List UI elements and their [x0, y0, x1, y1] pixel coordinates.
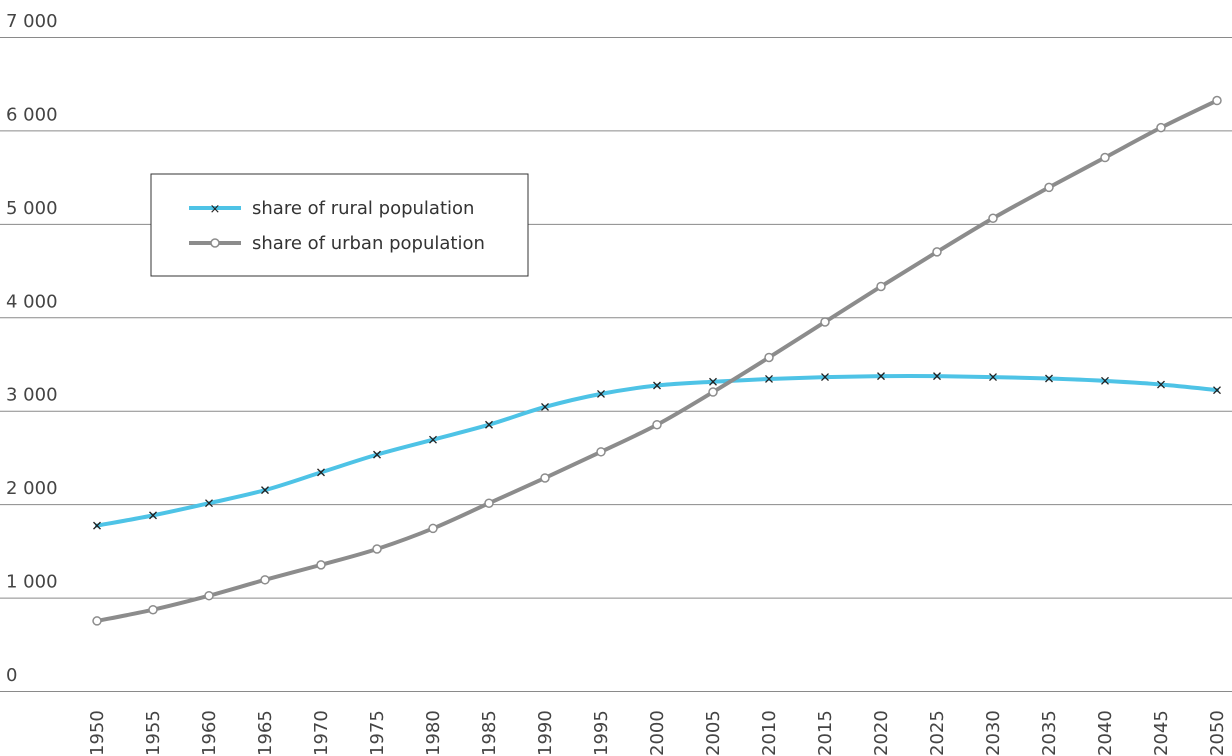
x-tick-label: 2045: [1151, 710, 1172, 756]
data-point-urban-2020: [876, 281, 886, 292]
x-tick-label: 1970: [311, 710, 332, 756]
legend-marker-urban: [210, 238, 220, 248]
data-point-rural-1985: [485, 420, 493, 429]
legend-label-urban: share of urban population: [252, 233, 485, 254]
data-point-rural-1990: [541, 403, 549, 411]
data-point-urban-1970: [316, 560, 326, 570]
series-urban: [92, 95, 1222, 626]
x-tick-label: 2030: [983, 710, 1004, 756]
y-axis-tick-labels: 0 1 000 2 000 3 000 4 000 5 000 6 000 7 000: [6, 11, 58, 686]
data-point-rural-2030: [989, 373, 997, 382]
y-tick-label: 2 000: [6, 478, 58, 499]
x-tick-label: 1995: [591, 710, 612, 756]
x-tick-label: 2035: [1039, 710, 1060, 756]
data-point-urban-1955: [148, 604, 158, 615]
x-tick-label: 2050: [1207, 710, 1228, 756]
x-tick-label: 2020: [871, 710, 892, 756]
x-tick-label: 1965: [255, 710, 276, 756]
data-point-rural-1955: [149, 511, 157, 520]
data-point-urban-2000: [652, 419, 662, 430]
y-tick-label: 3 000: [6, 385, 58, 406]
data-point-urban-1995: [596, 447, 606, 457]
data-point-rural-1965: [261, 486, 269, 495]
data-point-rural-2050: [1213, 386, 1221, 395]
x-tick-label: 1975: [367, 710, 388, 756]
data-point-urban-2045: [1156, 122, 1166, 133]
x-axis-tick-labels: 1950 1955 1960 1965 1970 1975 1980 1985 1990 1995…: [87, 710, 1228, 756]
data-point-urban-1975: [372, 544, 382, 554]
series-lines: [92, 95, 1222, 626]
legend-box: [150, 173, 529, 277]
y-tick-label: 5 000: [6, 198, 58, 219]
data-point-rural-2040: [1101, 376, 1109, 385]
x-tick-label: 2010: [759, 710, 780, 756]
data-point-urban-2025: [932, 247, 942, 257]
data-point-urban-1960: [204, 590, 214, 601]
x-tick-label: 1990: [535, 710, 556, 756]
y-tick-label: 0: [6, 665, 17, 686]
data-point-urban-2010: [764, 352, 774, 363]
data-point-rural-1980: [429, 435, 437, 444]
data-point-urban-1965: [260, 575, 270, 585]
series-rural: [93, 372, 1221, 530]
data-point-urban-1950: [92, 616, 102, 626]
x-tick-label: 1960: [199, 710, 220, 756]
data-point-rural-1995: [597, 389, 605, 398]
x-tick-label: 2040: [1095, 710, 1116, 756]
x-tick-label: 1950: [87, 710, 108, 756]
data-point-rural-2045: [1157, 380, 1165, 389]
x-tick-label: 1980: [423, 710, 444, 756]
data-point-urban-2005: [708, 387, 718, 397]
data-point-urban-2040: [1100, 152, 1110, 163]
data-point-urban-2030: [988, 213, 998, 224]
legend-marker-rural: ×: [210, 202, 221, 217]
data-point-rural-2005: [709, 377, 717, 386]
gridlines: [0, 37, 1232, 692]
legend: × share of rural population share of urb…: [150, 173, 529, 277]
data-point-rural-1960: [205, 499, 213, 508]
y-tick-label: 7 000: [6, 11, 58, 32]
data-point-rural-2035: [1045, 374, 1053, 383]
x-tick-label: 2025: [927, 710, 948, 756]
data-point-rural-2020: [877, 372, 885, 381]
y-tick-label: 4 000: [6, 291, 58, 312]
y-tick-label: 6 000: [6, 104, 58, 125]
data-point-urban-1985: [484, 498, 494, 508]
data-point-rural-2025: [933, 372, 941, 381]
data-point-urban-1990: [540, 473, 550, 483]
data-point-urban-2050: [1212, 95, 1222, 106]
series-line-urban: [95, 98, 1219, 623]
data-point-rural-2015: [821, 373, 829, 382]
legend-label-rural: share of rural population: [252, 198, 474, 219]
x-tick-label: 1985: [479, 710, 500, 756]
y-tick-label: 1 000: [6, 572, 58, 593]
x-tick-label: 2005: [703, 710, 724, 756]
x-tick-label: 1955: [143, 710, 164, 756]
data-point-urban-2015: [820, 317, 830, 327]
x-tick-label: 2000: [647, 710, 668, 756]
data-point-urban-2035: [1044, 182, 1054, 193]
data-point-rural-1970: [317, 468, 325, 477]
data-point-rural-2010: [765, 374, 773, 383]
data-point-urban-1980: [428, 523, 438, 534]
series-line-rural: [95, 374, 1219, 528]
x-tick-label: 2015: [815, 710, 836, 756]
data-point-rural-1950: [93, 521, 101, 530]
data-point-rural-2000: [653, 381, 661, 390]
data-point-rural-1975: [373, 450, 381, 459]
